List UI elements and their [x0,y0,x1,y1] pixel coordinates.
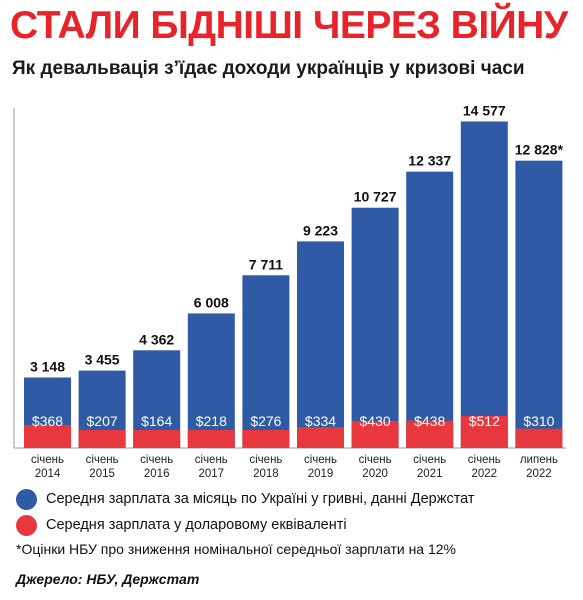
x-tick-year-2: 2016 [144,468,170,480]
x-tick-label-1: січень [86,454,119,466]
label-usd-5: $334 [305,413,336,429]
x-tick-year-8: 2022 [472,468,498,480]
bar-uah-6 [351,207,399,448]
legend-label-red: Середня зарплата у доларовому еквівалент… [46,517,347,533]
x-tick-year-1: 2015 [89,468,115,480]
legend-swatch-red [16,514,37,536]
label-uah-1: 3 455 [85,352,120,368]
chart-subtitle: Як девальвація з’їдає доходи українців у… [12,58,525,79]
bar-uah-3 [187,313,235,448]
label-uah-0: 3 148 [30,358,65,374]
x-tick-label-6: січень [359,454,392,466]
bar-usd-1 [78,430,126,448]
bar-usd-9 [515,428,563,448]
label-usd-3: $218 [196,413,227,429]
legend-swatch-blue [16,488,37,510]
label-uah-9: 12 828* [515,142,564,158]
label-uah-2: 4 362 [139,331,174,347]
x-tick-label-4: січень [249,454,282,466]
bar-usd-7 [406,420,454,448]
bar-usd-3 [187,430,235,448]
x-tick-label-5: січень [304,454,337,466]
bar-uah-8 [460,121,508,449]
label-uah-4: 7 711 [249,256,283,272]
bar-uah-7 [406,171,454,449]
label-usd-9: $310 [523,413,554,429]
legend: Середня зарплата за місяць по Україні у … [16,486,475,538]
x-tick-year-7: 2021 [417,468,443,480]
x-tick-label-9: липень [520,454,558,466]
x-tick-year-0: 2014 [35,468,61,480]
x-tick-label-7: січень [413,454,446,466]
label-uah-7: 12 337 [408,153,451,169]
chart-title: СТАЛИ БІДНІШІ ЧЕРЕЗ ВІЙНУ [10,4,568,47]
label-usd-1: $207 [87,413,118,429]
legend-label-blue: Середня зарплата за місяць по Україні у … [46,491,475,507]
x-tick-year-6: 2020 [362,468,388,480]
x-tick-year-5: 2019 [308,468,334,480]
bar-usd-5 [297,427,344,448]
label-uah-6: 10 727 [354,189,397,205]
label-usd-6: $430 [360,413,391,429]
bar-usd-8 [460,416,508,448]
bar-uah-9 [515,160,563,448]
x-tick-label-0: січень [31,454,64,466]
x-tick-label-8: січень [468,454,501,466]
x-tick-label-3: січень [195,454,228,466]
x-tick-year-9: 2022 [526,468,552,480]
footnote: *Оцінки НБУ про зниження номінальної сер… [16,541,457,557]
label-usd-2: $164 [141,413,172,429]
x-tick-label-2: січень [140,454,173,466]
bar-usd-6 [351,421,399,448]
x-tick-year-4: 2018 [253,468,279,480]
label-usd-8: $512 [469,413,500,429]
legend-item-blue: Середня зарплата за місяць по Україні у … [16,486,475,512]
label-uah-3: 6 008 [194,294,229,310]
label-usd-4: $276 [250,413,281,429]
bar-uah-4 [242,275,290,448]
label-usd-7: $438 [414,413,445,429]
source-note: Джерело: НБУ, Держстат [16,571,200,587]
bar-usd-2 [133,430,181,448]
label-uah-5: 9 223 [303,222,338,238]
x-tick-year-3: 2017 [199,468,225,480]
bar-uah-5 [297,241,344,448]
legend-item-red: Середня зарплата у доларовому еквівалент… [16,512,475,538]
bar-usd-0 [24,425,71,448]
bar-usd-4 [242,430,290,448]
label-uah-8: 14 577 [463,102,506,118]
label-usd-0: $368 [32,413,63,429]
